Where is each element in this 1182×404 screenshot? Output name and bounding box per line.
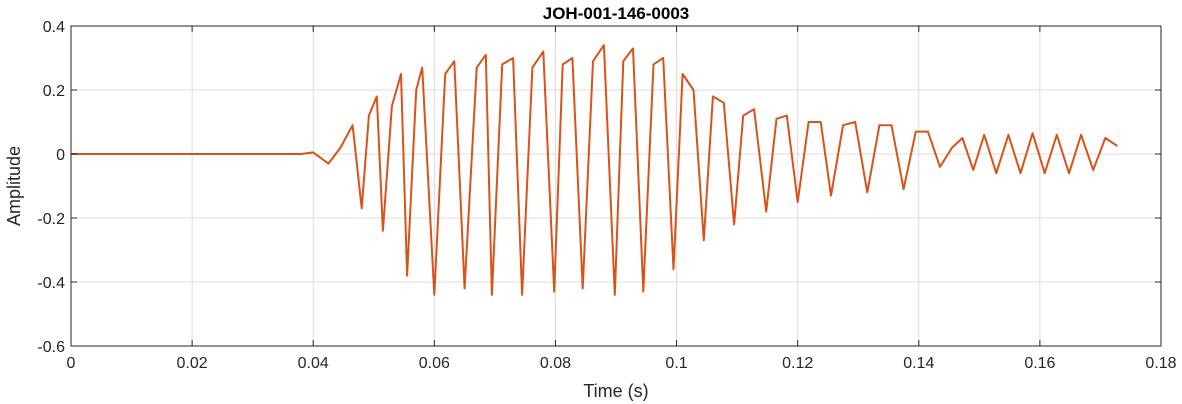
x-tick-label: 0.02 (177, 355, 208, 372)
x-tick-label: 0 (67, 355, 76, 372)
y-tick-label: -0.2 (37, 211, 65, 228)
y-tick-label: -0.4 (37, 275, 65, 292)
x-tick-label: 0.04 (298, 355, 329, 372)
x-tick-label: 0.18 (1145, 355, 1176, 372)
y-tick-label: 0 (56, 147, 65, 164)
x-tick-label: 0.06 (419, 355, 450, 372)
plot-area (71, 26, 1161, 346)
x-tick-label: 0.12 (782, 355, 813, 372)
x-tick-label: 0.14 (903, 355, 934, 372)
y-axis-ticks: -0.6 -0.4 -0.2 0 0.2 0.4 (37, 19, 1161, 356)
x-axis-ticks: 0 0.02 0.04 0.06 0.08 0.1 0.12 0.14 0.16 0.18 (67, 26, 1177, 372)
y-tick-label: -0.6 (37, 339, 65, 356)
chart-title: JOH-001-146-0003 (543, 4, 689, 23)
x-tick-label: 0.1 (665, 355, 687, 372)
x-tick-label: 0.08 (540, 355, 571, 372)
x-tick-label: 0.16 (1024, 355, 1055, 372)
y-tick-label: 0.2 (43, 83, 65, 100)
y-tick-label: 0.4 (43, 19, 65, 36)
y-axis-label: Amplitude (4, 146, 24, 226)
signal-line (71, 44, 1118, 296)
plot-border (70, 25, 1162, 347)
x-axis-label: Time (s) (583, 381, 648, 401)
